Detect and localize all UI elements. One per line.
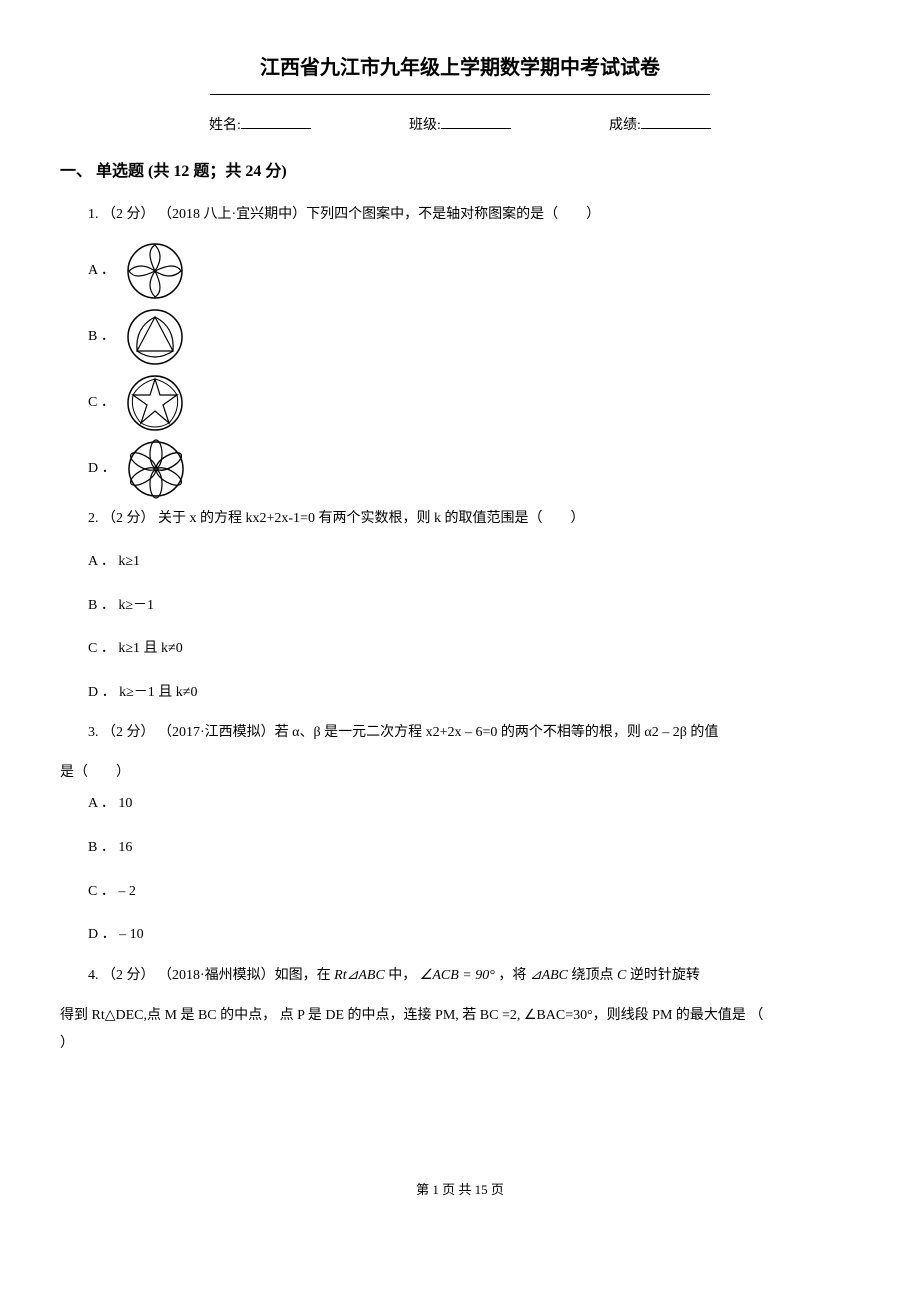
q4-rt: Rt⊿ABC	[334, 968, 385, 983]
name-field: 姓名:	[209, 113, 311, 138]
q3-option-b: B ． 16	[88, 831, 860, 865]
q4-text-p1: 4. （2 分） （2018·福州模拟）如图，在	[88, 968, 334, 983]
q3-text-cont: 是（ ）	[60, 759, 860, 787]
question-4: 4. （2 分） （2018·福州模拟）如图，在 Rt⊿ABC 中， ∠ACB …	[60, 962, 860, 990]
class-label: 班级:	[409, 118, 441, 133]
class-field: 班级:	[409, 113, 511, 138]
q1-optA-label: A ．	[88, 258, 115, 283]
q2-option-c: C ． k≥1 且 k≠0	[88, 632, 860, 666]
q4-text-p4: 绕顶点	[568, 968, 617, 983]
q2-option-d: D ． k≥－1 且 k≠0	[88, 676, 860, 710]
q4-line3: ）	[60, 1030, 860, 1058]
q1-text: 1. （2 分） （2018 八上·宜兴期中）下列四个图案中，不是轴对称图案的是…	[60, 201, 860, 229]
q4-line2: 得到 Rt△DEC,点 M 是 BC 的中点， 点 P 是 DE 的中点，连接 …	[60, 1002, 860, 1030]
q3-option-a: A ． 10	[88, 787, 860, 821]
question-2: 2. （2 分） 关于 x 的方程 kx2+2x-1=0 有两个实数根，则 k …	[60, 505, 860, 533]
q1-option-c: C ．	[88, 373, 860, 433]
class-blank	[441, 115, 511, 129]
flower-icon	[126, 439, 186, 499]
score-blank	[641, 115, 711, 129]
q3-option-d: D ． – 10	[88, 918, 860, 952]
q4-c: C	[617, 968, 626, 983]
question-3: 3. （2 分） （2017·江西模拟）若 α、β 是一元二次方程 x2+2x …	[60, 719, 860, 747]
q4-text-p2: 中，	[385, 968, 420, 983]
q4-angle: ∠ACB = 90°	[420, 968, 495, 983]
q1-option-d: D ．	[88, 439, 860, 499]
q1-optD-label: D ．	[88, 456, 116, 481]
score-field: 成绩:	[609, 113, 711, 138]
q1-option-a: A ．	[88, 241, 860, 301]
star-icon	[125, 373, 185, 433]
q2-option-b: B ． k≥－1	[88, 589, 860, 623]
section-1-heading: 一、 单选题 (共 12 题；共 24 分)	[60, 158, 860, 187]
title-underline	[210, 94, 710, 95]
q4-text-p5: 逆时针旋转	[626, 968, 700, 983]
name-label: 姓名:	[209, 118, 241, 133]
name-blank	[241, 115, 311, 129]
score-label: 成绩:	[609, 118, 641, 133]
q3-text: 3. （2 分） （2017·江西模拟）若 α、β 是一元二次方程 x2+2x …	[60, 719, 860, 747]
question-1: 1. （2 分） （2018 八上·宜兴期中）下列四个图案中，不是轴对称图案的是…	[60, 201, 860, 229]
q2-option-a: A ． k≥1	[88, 545, 860, 579]
q4-text-p3: ，将	[495, 968, 530, 983]
q3-option-c: C ． – 2	[88, 875, 860, 909]
triangle-leaves-icon	[125, 307, 185, 367]
header-row: 姓名: 班级: 成绩:	[60, 113, 860, 138]
q1-option-b: B ．	[88, 307, 860, 367]
q1-optC-label: C ．	[88, 390, 115, 415]
q4-abc: ⊿ABC	[530, 968, 568, 983]
pinwheel-icon	[125, 241, 185, 301]
page-footer: 第 1 页 共 15 页	[60, 1178, 860, 1201]
q1-optB-label: B ．	[88, 324, 115, 349]
q2-text: 2. （2 分） 关于 x 的方程 kx2+2x-1=0 有两个实数根，则 k …	[60, 505, 860, 533]
exam-title: 江西省九江市九年级上学期数学期中考试试卷	[60, 50, 860, 86]
